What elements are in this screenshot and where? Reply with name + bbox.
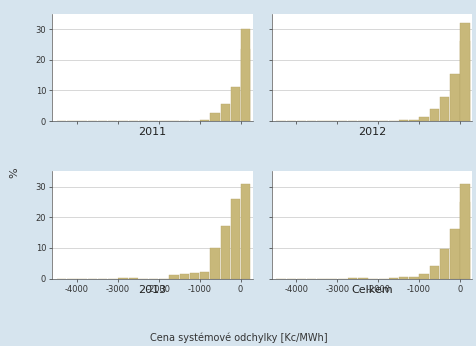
Bar bbox=[449, 74, 458, 121]
Bar bbox=[418, 117, 428, 121]
Bar bbox=[210, 113, 219, 121]
Bar bbox=[210, 248, 219, 279]
Text: 2012: 2012 bbox=[357, 127, 386, 137]
Bar bbox=[408, 277, 418, 279]
Text: %: % bbox=[10, 168, 19, 178]
Bar bbox=[169, 275, 178, 279]
Bar bbox=[388, 277, 397, 279]
Bar bbox=[240, 29, 250, 121]
Bar bbox=[230, 199, 239, 279]
Bar bbox=[398, 277, 407, 279]
Bar bbox=[418, 274, 428, 279]
Bar bbox=[240, 183, 250, 279]
Bar bbox=[459, 183, 469, 279]
Bar bbox=[189, 273, 199, 279]
Bar bbox=[230, 88, 239, 121]
Text: 2011: 2011 bbox=[139, 127, 166, 137]
Text: 2013: 2013 bbox=[139, 285, 166, 295]
Bar bbox=[459, 42, 469, 121]
Text: Cena systémové odchylky [Kc/MWh]: Cena systémové odchylky [Kc/MWh] bbox=[149, 332, 327, 343]
Bar bbox=[459, 202, 469, 279]
Bar bbox=[240, 49, 250, 121]
Bar bbox=[398, 120, 407, 121]
Bar bbox=[439, 249, 448, 279]
Bar bbox=[199, 120, 209, 121]
Bar bbox=[220, 104, 229, 121]
Bar bbox=[459, 23, 469, 121]
Bar bbox=[179, 274, 188, 279]
Bar bbox=[408, 120, 418, 121]
Bar bbox=[199, 272, 209, 279]
Text: Celkem: Celkem bbox=[350, 285, 392, 295]
Bar bbox=[439, 97, 448, 121]
Bar bbox=[429, 109, 438, 121]
Bar bbox=[429, 266, 438, 279]
Bar bbox=[220, 226, 229, 279]
Bar bbox=[449, 229, 458, 279]
